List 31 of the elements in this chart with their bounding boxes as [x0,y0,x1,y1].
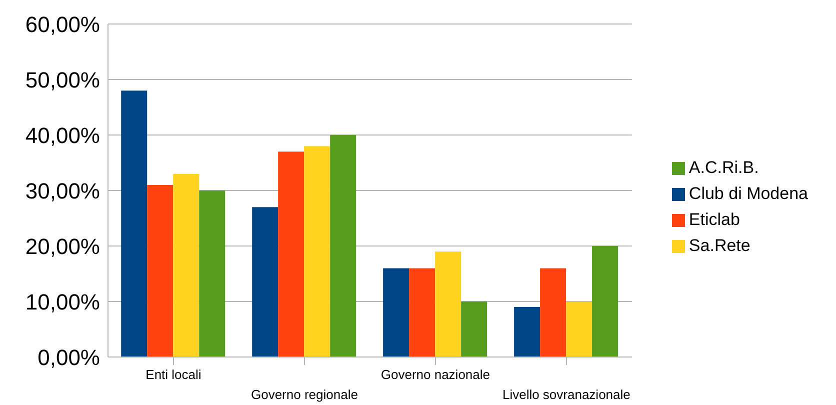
y-tick-label: 30,00% [25,178,100,204]
x-tick-label: Livello sovranazionale [502,387,630,402]
bar [173,174,200,357]
bar [435,252,462,357]
legend-label: Sa.Rete [688,236,750,254]
bar [330,135,356,357]
y-tick-label: 10,00% [25,289,100,314]
bar [540,268,566,357]
x-tick-label: Governo regionale [250,387,358,402]
x-tick-label: Enti locali [146,367,202,382]
legend-label: Club di Modena [688,184,808,202]
bar [147,184,174,357]
bar [383,268,410,357]
bar [409,268,436,357]
y-tick-label: 40,00% [25,122,100,148]
y-tick-label: 60,00% [25,12,100,37]
bar [514,307,540,357]
y-tick-label: 50,00% [25,67,100,92]
bar [199,190,226,357]
bar [252,207,278,357]
y-tick-label: 20,00% [25,234,100,259]
bar [278,152,304,357]
x-tick-label: Governo nazionale [380,367,490,382]
legend-label: A.C.Ri.B. [688,158,759,176]
bar [121,90,148,357]
bar [461,302,488,357]
legend-label: Eticlab [688,210,740,228]
bar [566,302,592,357]
bar [592,246,618,357]
y-tick-label: 0,00% [38,344,100,370]
bar [304,146,330,357]
